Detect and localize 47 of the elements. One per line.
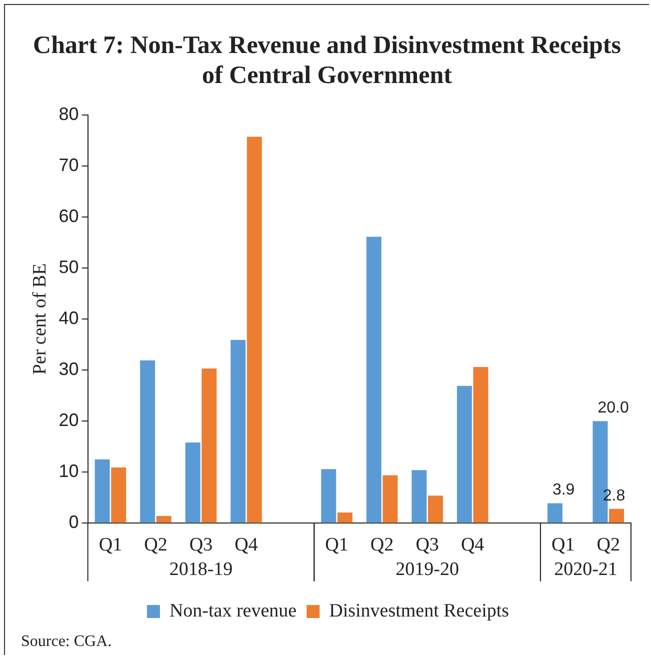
bar [428, 496, 443, 523]
x-tick-label: Q3 [189, 534, 213, 556]
y-axis-title: Per cent of BE [29, 263, 50, 375]
legend-label: Disinvestment Receipts [329, 600, 510, 622]
bar [547, 503, 562, 523]
x-tick-label: Q4 [460, 534, 485, 556]
source-note: Source: CGA. [21, 633, 112, 651]
x-tick-label: Q1 [551, 534, 575, 556]
x-tick-label: Q2 [370, 534, 394, 556]
bar [156, 516, 172, 523]
data-label: 3.9 [552, 482, 575, 499]
chart-title: Chart 7: Non-Tax Revenue and Disinvestment Receipts of Central Government [32, 31, 622, 91]
y-tick-label: 50 [58, 256, 79, 277]
y-tick-label: 20 [58, 410, 79, 430]
bar [321, 469, 336, 523]
text: 2019-20 [396, 559, 459, 580]
bar [473, 366, 488, 523]
x-tick-label: Q1 [98, 534, 122, 556]
y-tick-label: 70 [58, 154, 79, 175]
y-tick-label: 0 [68, 512, 79, 532]
y-tick-label: 80 [58, 104, 79, 124]
bar [94, 459, 110, 523]
x-tick-label: Q3 [416, 534, 439, 556]
bar [456, 386, 472, 523]
text: 2018-19 [169, 559, 233, 580]
bar [382, 475, 398, 523]
x-tick-label: Q2 [144, 534, 168, 556]
bar [366, 236, 382, 523]
text: 2020-21 [554, 559, 618, 580]
bar [246, 136, 262, 523]
data-label: 20.0 [598, 400, 629, 417]
x-tick-label: Q4 [234, 534, 258, 556]
y-tick-label: 10 [58, 461, 79, 482]
legend-label: Non-tax revenue [169, 600, 297, 622]
y-tick-label: 40 [58, 308, 79, 328]
bar [230, 340, 246, 523]
x-tick-label: Q2 [596, 534, 620, 556]
bar [337, 512, 352, 523]
bar [111, 468, 126, 523]
bar [140, 360, 156, 523]
bar [609, 508, 624, 523]
y-tick-label: 30 [58, 359, 79, 380]
bar [412, 470, 427, 523]
bar [185, 442, 200, 523]
bar [202, 368, 217, 523]
x-tick-label: Q1 [325, 534, 348, 556]
y-tick-label: 60 [58, 206, 79, 226]
